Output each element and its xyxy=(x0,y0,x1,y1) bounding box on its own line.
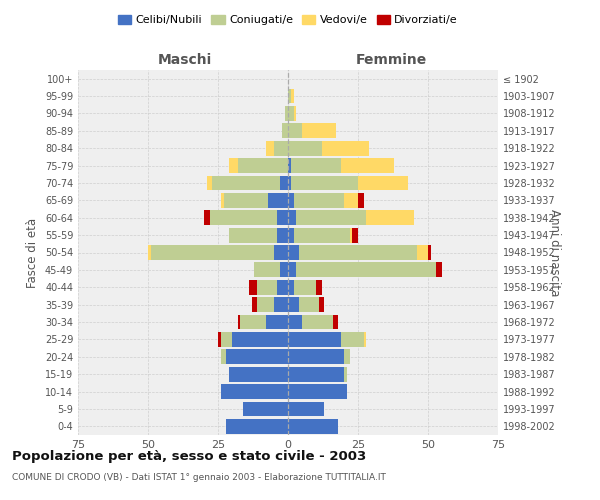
Bar xyxy=(283,124,288,138)
Bar xyxy=(288,88,291,104)
Bar xyxy=(274,298,288,312)
Bar xyxy=(288,384,347,399)
Bar xyxy=(288,124,302,138)
Bar xyxy=(319,298,325,312)
Bar xyxy=(204,210,209,225)
Bar xyxy=(280,176,288,190)
Bar xyxy=(251,298,257,312)
Bar xyxy=(229,158,238,173)
Bar xyxy=(344,367,347,382)
Bar xyxy=(293,193,344,208)
Bar xyxy=(207,176,212,190)
Bar xyxy=(243,402,288,416)
Y-axis label: Anni di nascita: Anni di nascita xyxy=(548,209,561,296)
Bar xyxy=(277,280,288,294)
Bar xyxy=(288,280,293,294)
Bar xyxy=(151,245,274,260)
Bar xyxy=(148,245,151,260)
Bar xyxy=(288,262,296,278)
Bar xyxy=(428,245,431,260)
Bar xyxy=(417,245,428,260)
Bar xyxy=(358,193,364,208)
Text: Popolazione per età, sesso e stato civile - 2003: Popolazione per età, sesso e stato civil… xyxy=(12,450,366,463)
Bar xyxy=(266,141,274,156)
Bar xyxy=(350,228,352,242)
Bar xyxy=(302,314,333,330)
Bar xyxy=(212,176,280,190)
Bar xyxy=(293,106,296,121)
Bar xyxy=(316,280,322,294)
Bar xyxy=(288,332,341,347)
Bar xyxy=(218,332,221,347)
Bar xyxy=(268,193,288,208)
Bar xyxy=(288,158,291,173)
Bar xyxy=(277,210,288,225)
Bar xyxy=(229,228,277,242)
Bar xyxy=(341,158,394,173)
Bar xyxy=(293,228,350,242)
Bar xyxy=(266,314,288,330)
Bar xyxy=(257,298,274,312)
Bar xyxy=(221,384,288,399)
Bar xyxy=(288,141,322,156)
Bar xyxy=(302,124,335,138)
Bar xyxy=(257,280,277,294)
Bar xyxy=(224,193,268,208)
Bar xyxy=(209,210,277,225)
Bar xyxy=(232,332,288,347)
Bar xyxy=(288,176,291,190)
Bar xyxy=(299,245,417,260)
Bar xyxy=(274,245,288,260)
Bar xyxy=(288,367,344,382)
Bar xyxy=(249,280,257,294)
Bar xyxy=(238,314,241,330)
Bar xyxy=(280,262,288,278)
Bar xyxy=(288,350,344,364)
Legend: Celibi/Nubili, Coniugati/e, Vedovi/e, Divorziati/e: Celibi/Nubili, Coniugati/e, Vedovi/e, Di… xyxy=(113,10,463,30)
Bar xyxy=(285,106,288,121)
Bar xyxy=(296,210,367,225)
Bar xyxy=(352,228,358,242)
Bar xyxy=(241,314,266,330)
Bar xyxy=(358,176,409,190)
Bar xyxy=(288,106,293,121)
Bar xyxy=(288,245,299,260)
Bar xyxy=(322,141,369,156)
Bar xyxy=(296,262,436,278)
Bar xyxy=(344,193,358,208)
Bar xyxy=(367,210,414,225)
Text: Femmine: Femmine xyxy=(356,52,427,66)
Bar xyxy=(274,141,288,156)
Bar xyxy=(288,402,325,416)
Bar xyxy=(288,228,293,242)
Bar xyxy=(299,298,319,312)
Bar xyxy=(288,193,293,208)
Bar xyxy=(229,367,288,382)
Bar xyxy=(221,350,226,364)
Y-axis label: Fasce di età: Fasce di età xyxy=(26,218,39,288)
Bar xyxy=(288,210,296,225)
Bar xyxy=(254,262,280,278)
Bar xyxy=(221,332,232,347)
Bar xyxy=(293,280,316,294)
Bar xyxy=(344,350,350,364)
Text: Maschi: Maschi xyxy=(157,52,212,66)
Bar xyxy=(364,332,367,347)
Bar xyxy=(436,262,442,278)
Bar xyxy=(277,228,288,242)
Bar xyxy=(238,158,288,173)
Bar xyxy=(221,193,224,208)
Bar xyxy=(291,176,358,190)
Bar xyxy=(288,419,338,434)
Bar xyxy=(288,298,299,312)
Bar xyxy=(291,158,341,173)
Bar xyxy=(333,314,338,330)
Bar xyxy=(226,350,288,364)
Bar xyxy=(288,314,302,330)
Bar xyxy=(341,332,364,347)
Bar xyxy=(226,419,288,434)
Bar xyxy=(291,88,293,104)
Text: COMUNE DI CRODO (VB) - Dati ISTAT 1° gennaio 2003 - Elaborazione TUTTITALIA.IT: COMUNE DI CRODO (VB) - Dati ISTAT 1° gen… xyxy=(12,472,386,482)
